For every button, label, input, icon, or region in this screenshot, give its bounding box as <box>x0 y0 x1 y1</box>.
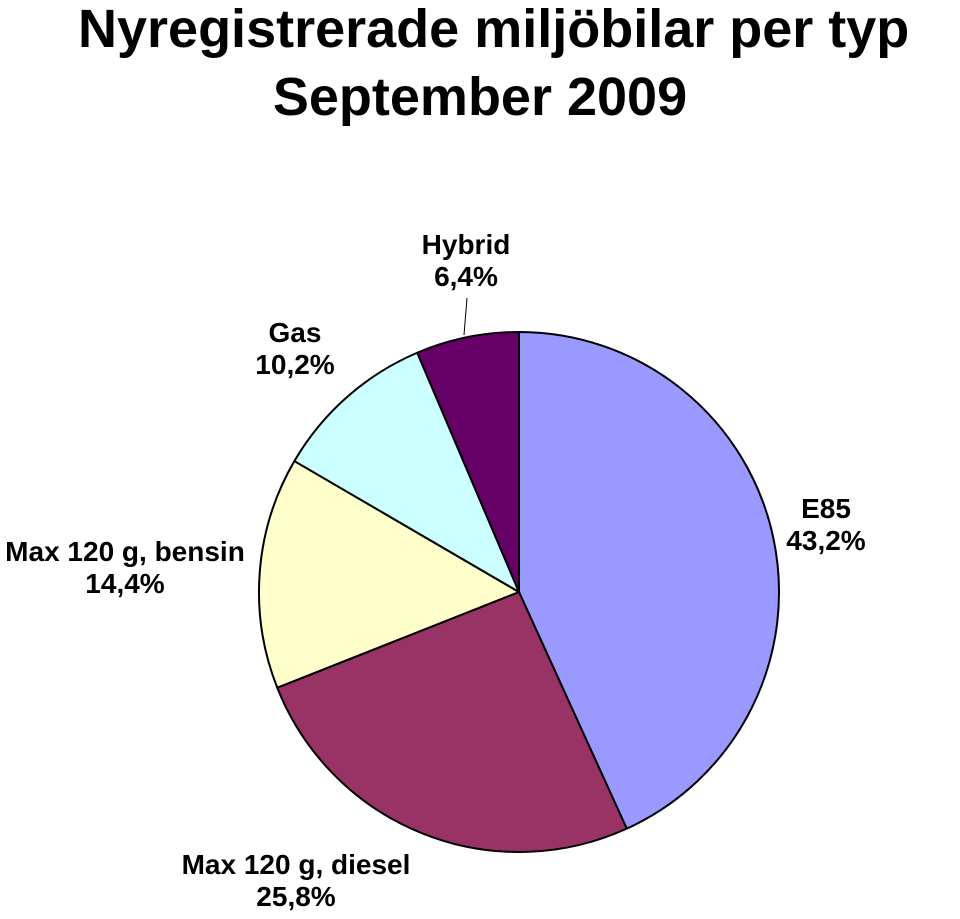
label-leaders <box>463 297 468 336</box>
slice-label: Max 120 g, diesel 25,8% <box>182 849 411 912</box>
slice-label: E85 43,2% <box>786 493 865 556</box>
chart-title-line1: Nyregistrerade miljöbilar per typ <box>78 0 910 59</box>
slice-label-value: 10,2% <box>255 349 334 380</box>
slice-label: Max 120 g, bensin 14,4% <box>5 536 245 599</box>
slice-label: Hybrid 6,4% <box>422 229 511 292</box>
chart-title-line2: September 2009 <box>272 67 688 127</box>
pie-slices <box>258 331 780 853</box>
slice-label-name: Hybrid <box>422 229 511 260</box>
pie-slice-max-120-g-bensin <box>258 460 520 689</box>
slice-label-name: Gas <box>269 317 322 348</box>
slice-label-value: 14,4% <box>85 568 164 599</box>
slice-label-name: Max 120 g, diesel <box>182 849 411 880</box>
slice-label-name: Max 120 g, bensin <box>5 536 245 567</box>
pie-slice-max-120-g-diesel <box>276 591 628 853</box>
pie-slice-hybrid <box>416 331 520 593</box>
slice-label-value: 25,8% <box>256 881 335 912</box>
slice-label: Gas 10,2% <box>255 317 334 380</box>
slice-labels: E85 43,2%Max 120 g, diesel 25,8%Max 120 g,… <box>5 229 866 912</box>
slice-label-value: 43,2% <box>786 525 865 556</box>
pie-slice-gas <box>293 351 520 593</box>
pie-slice-e85 <box>518 331 780 830</box>
hybrid-leader-line <box>463 297 468 336</box>
slice-label-name: E85 <box>801 493 851 524</box>
slice-label-value: 6,4% <box>434 261 498 292</box>
